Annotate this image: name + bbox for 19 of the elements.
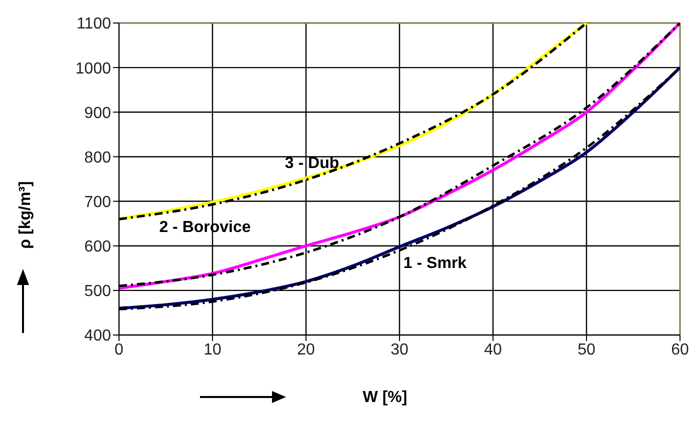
- x-axis-title: W [%]: [362, 389, 408, 406]
- x-tick-label: 0: [114, 341, 124, 358]
- y-tick-label: 600: [84, 238, 112, 256]
- y-tick-label: 800: [84, 149, 112, 166]
- y-tick-label: 1000: [75, 60, 112, 78]
- y-tick-label: 400: [84, 328, 112, 345]
- y-axis-title: ρ [kg/m³]: [17, 181, 34, 249]
- x-tick-label: 60: [671, 341, 689, 358]
- x-tick-label: 20: [297, 341, 315, 358]
- y-tick-label: 1100: [76, 16, 112, 33]
- x-tick-label: 30: [390, 341, 408, 358]
- x-tick-label: 50: [578, 341, 596, 358]
- y-tick-label: 500: [84, 283, 112, 300]
- annotation: 1 - Smrk: [403, 255, 467, 272]
- x-tick-label: 10: [204, 341, 222, 358]
- y-tick-label: 900: [84, 104, 112, 122]
- x-tick-label: 40: [484, 341, 502, 358]
- y-tick-label: 700: [84, 194, 112, 211]
- annotation: 3 - Dub: [284, 155, 340, 172]
